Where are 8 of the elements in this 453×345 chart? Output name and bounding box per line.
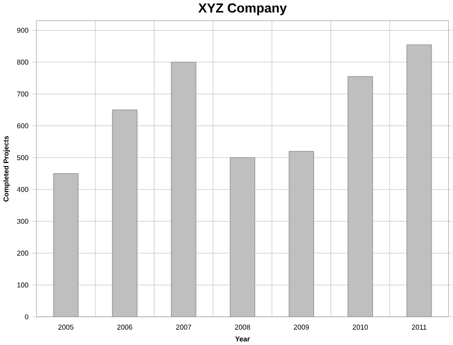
bar — [406, 44, 432, 317]
chart-title: XYZ Company — [198, 3, 287, 16]
bar — [348, 76, 373, 317]
bar — [288, 151, 314, 317]
bar — [230, 158, 256, 317]
bar — [112, 110, 138, 317]
bar — [171, 62, 196, 317]
bar — [53, 173, 78, 317]
